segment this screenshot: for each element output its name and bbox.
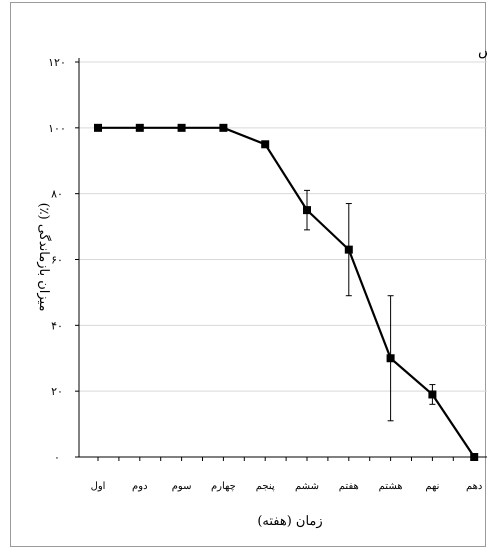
x-tick-label: هشتم <box>379 481 403 492</box>
x-tick-label: ششم <box>295 481 319 492</box>
data-point <box>344 245 353 254</box>
data-point <box>177 123 186 132</box>
x-tick-labels: اول دوم سوم چهارم پنجم ششم هفتم هشتم نهم دهم <box>91 481 483 492</box>
y-tick-label: ۲۰ <box>51 385 63 398</box>
x-tick-label: پنجم <box>256 481 275 492</box>
y-tick-labels: ۰ ۲۰ ۴۰ ۶۰ ۸۰ ۱۰۰ ۱۲۰ <box>48 56 66 464</box>
chart-frame <box>10 2 486 547</box>
data-point <box>135 123 144 132</box>
y-tick-label: ۰ <box>54 451 60 464</box>
data-point <box>470 453 479 461</box>
x-tick-label: چهارم <box>211 481 236 492</box>
chart-title: ۵۰۰ لوکس <box>478 43 487 59</box>
x-tick-label: دوم <box>132 481 147 492</box>
x-tick-label: اول <box>91 481 106 492</box>
y-tick-label: ۱۰۰ <box>48 122 66 135</box>
data-points <box>94 123 479 461</box>
x-tick-label: سوم <box>172 481 192 492</box>
data-point <box>261 140 270 149</box>
x-tick-label: دهم <box>466 481 482 492</box>
data-point <box>303 206 311 215</box>
y-tick-label: ۸۰ <box>51 188 63 201</box>
y-tick-label: ۱۲۰ <box>48 56 66 69</box>
series-line-path <box>98 126 476 458</box>
data-point <box>219 123 228 132</box>
x-tick-label: هفتم <box>339 481 359 492</box>
grid-lines <box>79 61 487 392</box>
y-axis-label: میزان بازماندگی (٪) <box>36 203 52 312</box>
data-point <box>428 390 437 399</box>
y-tick-label: ۶۰ <box>51 254 63 267</box>
data-point <box>386 354 395 363</box>
series-line <box>98 126 476 458</box>
x-axis-label: زمان (هفته) <box>257 514 322 529</box>
y-tick-label: ۴۰ <box>51 319 63 332</box>
x-tick-label: نهم <box>425 481 439 492</box>
data-point <box>94 123 102 132</box>
